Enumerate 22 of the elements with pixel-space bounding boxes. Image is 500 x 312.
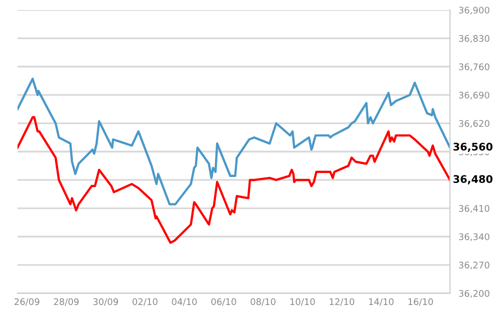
y-tick-label: 36,760 — [459, 63, 490, 72]
y-tick-label: 36,410 — [459, 205, 490, 213]
x-tick-label: 28/09 — [54, 298, 79, 306]
y-tick-label: 36,830 — [459, 35, 490, 43]
x-tick-label: 26/09 — [14, 298, 40, 306]
x-tick-label: 30/09 — [93, 298, 118, 306]
x-tick-label: 02/10 — [132, 298, 158, 306]
y-tick-label: 36,900 — [459, 6, 490, 14]
annotation: 36,480 — [453, 175, 492, 184]
y-tick-label: 36,200 — [459, 290, 490, 298]
x-tick-label: 12/10 — [330, 298, 354, 306]
y-tick-label: 36,690 — [459, 92, 490, 100]
x-tick-label: 08/10 — [250, 298, 276, 306]
y-tick-label: 36,340 — [459, 233, 490, 242]
x-tick-label: 14/10 — [369, 298, 394, 306]
x-tick-label: 10/10 — [290, 298, 315, 306]
annotation: 36,560 — [453, 142, 492, 152]
x-tick-label: 06/10 — [211, 298, 236, 306]
y-tick-label: 36,620 — [459, 120, 490, 128]
x-tick-label: 16/10 — [408, 298, 433, 306]
y-tick-label: 36,270 — [459, 262, 490, 270]
x-tick-label: 04/10 — [172, 298, 197, 306]
